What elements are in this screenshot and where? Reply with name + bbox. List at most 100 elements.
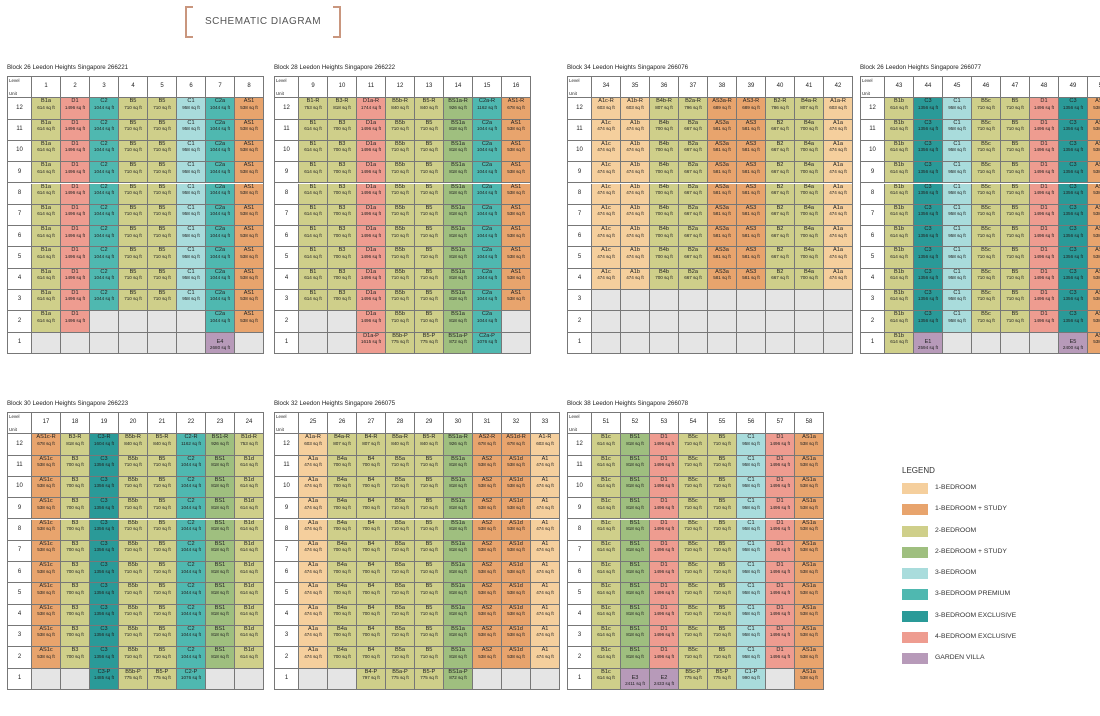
unit-type: C2	[100, 247, 108, 254]
unit-area: 538 sq ft	[478, 568, 496, 574]
unit-cell: B5a 710 sq ft	[386, 626, 415, 648]
unit-number-header: 43	[885, 77, 914, 99]
unit-cell: AS2 538 sq ft	[473, 583, 502, 605]
unit-type: D1a	[365, 119, 377, 126]
unit-cell: C1 958 sq ft	[943, 183, 972, 205]
unit-cell: B5b-R 840 sq ft	[119, 434, 148, 456]
unit-type: BS1a	[451, 455, 465, 462]
unit-type: D1	[71, 311, 79, 318]
unit-cell: B4b 700 sq ft	[650, 247, 679, 269]
block-title: Block 26 Leedon Heights Singapore 266077	[860, 64, 982, 71]
level-label: 11	[275, 455, 299, 477]
unit-cell: B4a 700 sq ft	[328, 562, 357, 584]
unit-cell: B5 710 sq ft	[415, 540, 444, 563]
unit-type: B5	[1011, 247, 1019, 254]
unit-area: 581 sq ft	[742, 253, 760, 259]
unit-number-header: 39	[737, 77, 766, 99]
unit-cell: B4a 700 sq ft	[795, 119, 824, 141]
unit-type: B5a-P	[392, 668, 408, 675]
unit-number-header: 23	[206, 413, 235, 435]
unit-area: 614 sq ft	[890, 189, 908, 195]
unit-cell: BS1a 818 sq ft	[444, 498, 473, 520]
unit-cell: B4a 700 sq ft	[328, 519, 357, 541]
unit-type: BS1a	[451, 519, 465, 526]
level-label: 8	[8, 183, 32, 205]
unit-area: 710 sq ft	[124, 632, 142, 638]
unit-type: B5	[158, 98, 166, 105]
unit-area: 603 sq ft	[304, 440, 322, 446]
unit-area: 538 sq ft	[800, 525, 818, 531]
unit-cell: B1b 614 sq ft	[885, 98, 914, 120]
level-label: 5	[275, 247, 299, 269]
unit-area: 474 sq ft	[626, 168, 644, 174]
unit-type: B1c	[601, 604, 611, 611]
unit-area: 614 sq ft	[597, 547, 615, 553]
unit-area: 1044 sq ft	[476, 168, 498, 174]
unit-number-header: 22	[177, 413, 206, 435]
unit-cell: C3 1356 sq ft	[914, 226, 943, 248]
unit-type: B5-P	[422, 332, 436, 339]
unit-area: 700 sq ft	[655, 211, 673, 217]
unit-type: C3	[1069, 247, 1077, 254]
unit-type: A1c	[601, 268, 611, 275]
unit-cell: D1 1496 sq ft	[650, 540, 679, 563]
unit-area: 710 sq ft	[977, 275, 995, 281]
unit-type: BS1	[629, 604, 641, 611]
unit-cell: B3 700 sq ft	[328, 183, 357, 205]
unit-cell: B1b 614 sq ft	[885, 311, 914, 333]
unit-type: AS1b	[1095, 268, 1100, 275]
unit-cell: D1 1496 sq ft	[650, 626, 679, 648]
unit-area: 1044 sq ft	[180, 632, 202, 638]
unit-cell: B5 710 sq ft	[148, 140, 177, 163]
unit-area: 1496 sq ft	[360, 253, 382, 259]
level-label: 6	[275, 562, 299, 584]
level-unit-corner: Level Unit	[8, 77, 32, 99]
unit-area: 818 sq ft	[449, 147, 467, 153]
unit-area: 807 sq ft	[655, 104, 673, 110]
unit-type: B4b	[659, 226, 669, 233]
unit-cell: B5 710 sq ft	[148, 247, 177, 269]
unit-cell: AS1 538 sq ft	[235, 290, 264, 312]
unit-type: B5b	[395, 119, 405, 126]
unit-type: B3	[338, 162, 346, 169]
unit-type: A1c	[601, 119, 611, 126]
unit-type: B4a	[804, 247, 814, 254]
unit-type: AS1	[510, 204, 522, 211]
unit-cell: B5 710 sq ft	[148, 476, 177, 499]
unit-cell: C1 958 sq ft	[943, 204, 972, 227]
unit-type: D1	[660, 604, 668, 611]
legend-swatch	[902, 653, 928, 665]
unit-area: 1356 sq ft	[1062, 211, 1084, 217]
level-label: 1	[568, 668, 592, 690]
unit-area: 958 sq ft	[948, 168, 966, 174]
unit-cell: B5b-R 840 sq ft	[386, 98, 415, 120]
unit-type: A1c	[601, 204, 611, 211]
unit-type: B5c	[981, 98, 991, 105]
unit-area: 1044 sq ft	[180, 653, 202, 659]
unit-type: AS1c	[39, 647, 53, 654]
unit-type: AS1a	[802, 668, 816, 675]
unit-area: 818 sq ft	[211, 547, 229, 553]
unit-type: B3	[71, 626, 79, 632]
unit-area: 818 sq ft	[626, 589, 644, 595]
unit-cell: C3 1356 sq ft	[90, 604, 119, 626]
level-label: 11	[8, 455, 32, 477]
unit-cell: AS3 581 sq ft	[737, 183, 766, 205]
unit-area: 710 sq ft	[391, 611, 409, 617]
unit-area: 1496 sq ft	[1033, 211, 1055, 217]
unit-cell: B5c 710 sq ft	[679, 519, 708, 541]
unit-type: B4	[367, 647, 375, 654]
unit-type: E5	[1069, 338, 1077, 345]
unit-area: 474 sq ft	[304, 462, 322, 467]
unit-cell: B1 614 sq ft	[299, 140, 328, 163]
unit-cell: C2a 1044 sq ft	[206, 98, 235, 120]
unit-type: BS1	[629, 476, 641, 483]
unit-cell: B1b 614 sq ft	[885, 290, 914, 312]
legend-label: 2-BEDROOM	[935, 526, 977, 534]
unit-cell: A1c 474 sq ft	[592, 247, 621, 269]
unit-cell: B2 667 sq ft	[766, 183, 795, 205]
unit-type: D1a	[365, 162, 377, 169]
unit-area: 700 sq ft	[800, 253, 818, 259]
unit-type: C2	[100, 290, 108, 296]
unit-cell: B5b 710 sq ft	[119, 540, 148, 563]
